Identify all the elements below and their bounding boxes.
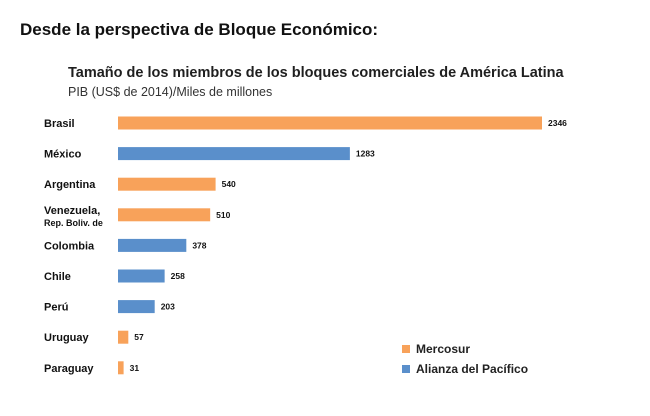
- bar-value-label: 1283: [356, 149, 375, 159]
- chart-title: Tamaño de los miembros de los bloques co…: [68, 65, 565, 81]
- legend-swatch: [402, 345, 410, 353]
- page-heading: Desde la perspectiva de Bloque Económico…: [20, 20, 379, 39]
- bar: [118, 330, 129, 344]
- category-label: Uruguay: [44, 332, 90, 344]
- category-label: Argentina: [44, 179, 96, 191]
- bar-value-label: 258: [171, 271, 185, 281]
- category-label: Brasil: [44, 118, 75, 130]
- legend-label: Mercosur: [416, 342, 470, 356]
- category-label-line2: Rep. Boliv. de: [44, 218, 103, 228]
- legend-swatch: [402, 365, 410, 373]
- category-label: Chile: [44, 271, 71, 283]
- bar: [118, 269, 165, 283]
- category-label: Perú: [44, 302, 68, 314]
- category-label: Paraguay: [44, 363, 94, 375]
- bar: [118, 300, 155, 314]
- category-label: Venezuela,: [44, 205, 100, 217]
- bar: [118, 238, 187, 252]
- bar-value-label: 57: [134, 332, 144, 342]
- legend: Mercosur Alianza del Pacífico: [402, 342, 528, 376]
- bar: [118, 361, 124, 375]
- bars-group: 2346 Brasil 1283 México 540 Argentina 510 Venez…: [44, 116, 567, 375]
- category-label: México: [44, 149, 82, 161]
- bar: [118, 177, 216, 191]
- chart-subtitle: PIB (US$ de 2014)/Miles de millones: [68, 85, 272, 99]
- bar-value-label: 378: [192, 240, 206, 250]
- bar-value-label: 203: [161, 302, 175, 312]
- bar: [118, 116, 542, 130]
- bar-value-label: 2346: [548, 118, 567, 128]
- bar-value-label: 510: [216, 210, 230, 220]
- category-label: Colombia: [44, 240, 95, 252]
- bar-value-label: 31: [130, 363, 140, 373]
- legend-label: Alianza del Pacífico: [416, 362, 528, 376]
- bar: [118, 147, 350, 161]
- bar: [118, 208, 211, 222]
- bar-value-label: 540: [222, 179, 236, 189]
